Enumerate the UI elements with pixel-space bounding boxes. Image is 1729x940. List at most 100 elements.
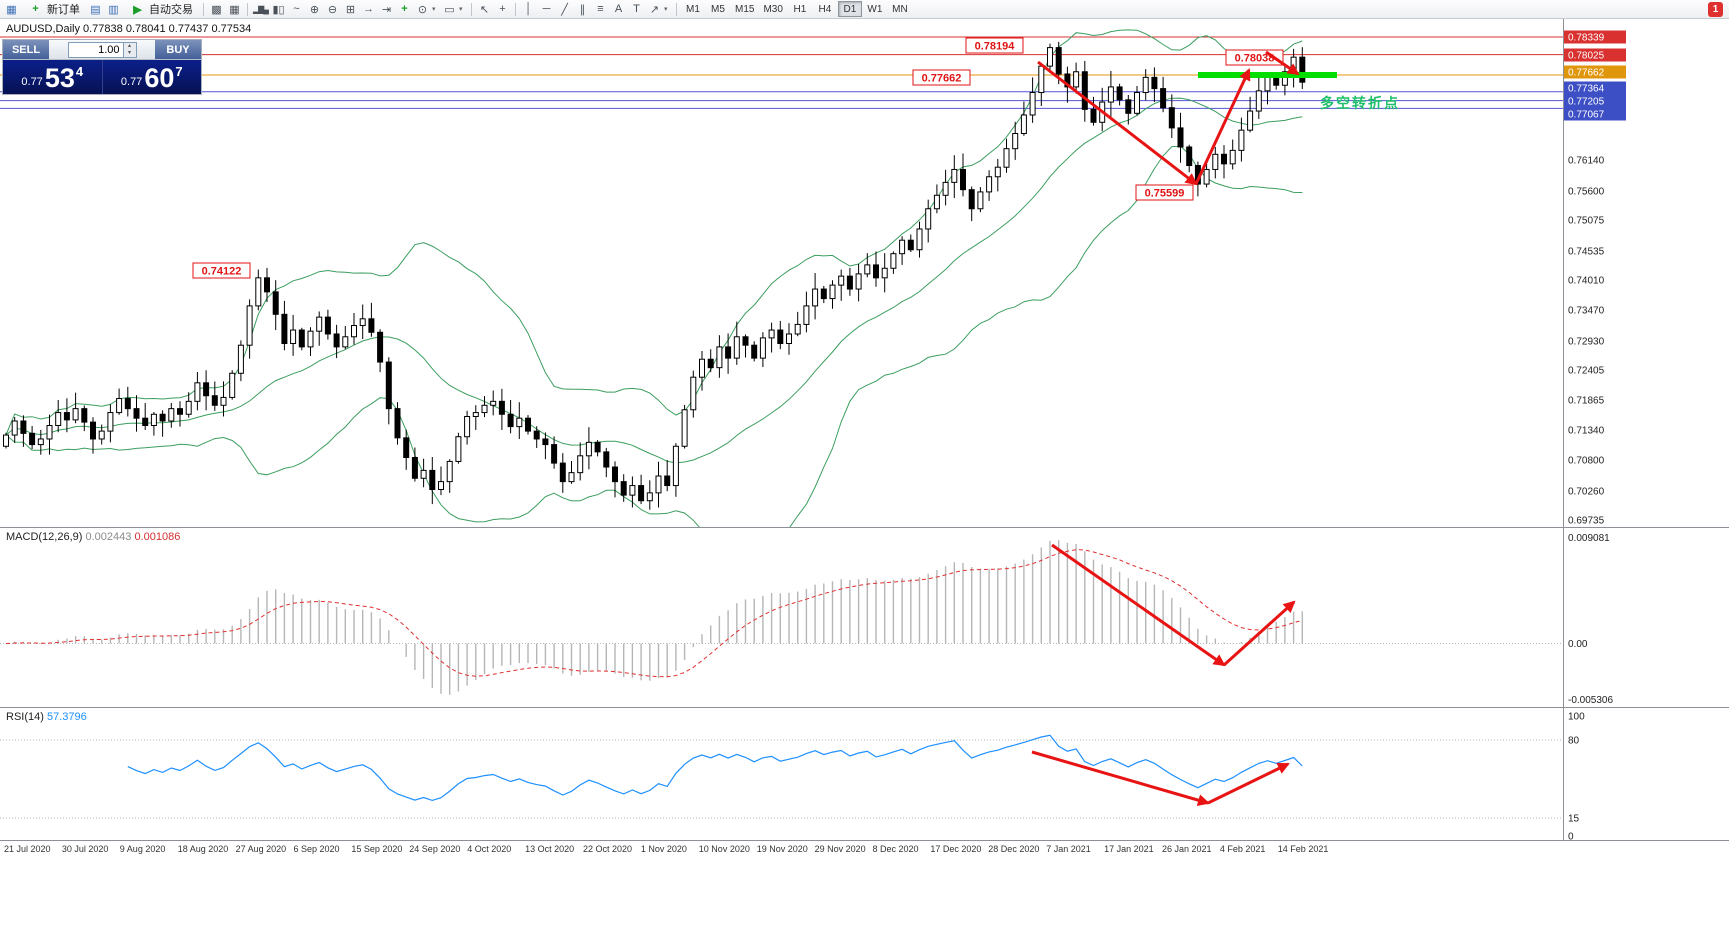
grid-icon[interactable]: ⊞	[345, 3, 356, 16]
date-axis-label: 28 Dec 2020	[988, 844, 1039, 854]
date-axis-label: 21 Jul 2020	[4, 844, 51, 854]
new-chart-icon[interactable]: ▦	[6, 3, 17, 16]
price-axis-label: 0.76140	[1568, 156, 1605, 167]
bars-chart-icon[interactable]: ▂▇▄	[253, 4, 269, 14]
rsi-axis-label: 15	[1568, 814, 1580, 825]
date-axis-label: 27 Aug 2020	[236, 844, 287, 854]
price-axis-label: 0.73470	[1568, 306, 1605, 317]
price-axis-label: 0.70260	[1568, 487, 1605, 498]
sell-price-big: 53	[44, 63, 75, 93]
channel-icon[interactable]: ∥	[579, 3, 586, 16]
candlestick-chart-icon[interactable]: ▮▯	[272, 3, 285, 16]
zoom-out-icon[interactable]: ⊖	[327, 3, 338, 16]
price-level-box	[1564, 65, 1626, 79]
buy-button[interactable]: BUY	[155, 40, 201, 59]
notification-badge[interactable]: 1	[1708, 1, 1723, 17]
data-window-icon[interactable]: ▥	[108, 3, 119, 16]
price-axis-label: 0.70800	[1568, 456, 1605, 467]
cascade-windows-icon[interactable]: ▩	[211, 3, 222, 16]
rsi-indicator-label: RSI(14) 57.3796	[6, 711, 87, 723]
autotrade-play-icon: ▶	[133, 3, 142, 16]
price-annotation-label: 0.78194	[975, 41, 1016, 53]
price-axis-label: 0.72405	[1568, 366, 1605, 377]
timeframe-mn[interactable]: MN	[888, 1, 912, 17]
sell-price-display[interactable]: 0.77 53 4	[3, 60, 103, 94]
tile-windows-icon[interactable]: ▦	[229, 3, 240, 16]
periods-icon[interactable]: ⊙	[417, 3, 428, 16]
date-axis-label: 6 Sep 2020	[294, 844, 340, 854]
macd-axis-bottom: -0.005306	[1568, 695, 1613, 706]
price-level-box-label: 0.77067	[1568, 110, 1605, 121]
trend-arrow	[1207, 762, 1290, 805]
market-watch-icon[interactable]: ▤	[90, 3, 101, 16]
auto-scroll-icon[interactable]: →	[363, 3, 374, 15]
autotrade-button[interactable]: ▶ 自动交易	[123, 1, 199, 18]
horizontal-line-icon[interactable]: ─	[542, 3, 551, 15]
date-axis-label: 24 Sep 2020	[409, 844, 460, 854]
date-axis-label: 22 Oct 2020	[583, 844, 632, 854]
zoom-in-icon[interactable]: ⊕	[309, 3, 320, 16]
timeframe-m30[interactable]: M30	[759, 1, 786, 17]
sell-button[interactable]: SELL	[3, 40, 49, 59]
chart-shift-icon[interactable]: ⇥	[381, 3, 392, 16]
new-order-plus-icon: +	[32, 3, 39, 15]
price-annotation-label: 0.78038	[1235, 53, 1275, 65]
rsi-value: 57.3796	[46, 711, 87, 723]
date-axis-label: 30 Jul 2020	[62, 844, 109, 854]
timeframe-h4[interactable]: H4	[813, 1, 837, 17]
arrows-tool-icon[interactable]: ↗	[649, 3, 660, 16]
new-order-label: 新订单	[47, 4, 80, 16]
price-axis[interactable]: 0.76140 0.75600 0.75075 0.74535 0.74010 0.734…	[1568, 156, 1605, 527]
date-axis-label: 13 Oct 2020	[525, 844, 574, 854]
date-axis-label: 19 Nov 2020	[757, 844, 808, 854]
fibonacci-icon[interactable]: ≡	[597, 3, 604, 15]
timeframe-m5[interactable]: M5	[706, 1, 730, 17]
arrows-caret-icon[interactable]: ▾	[664, 6, 668, 13]
price-level-box-label: 0.77364	[1568, 84, 1605, 95]
trend-arrow	[1051, 543, 1226, 667]
timeframe-d1[interactable]: D1	[837, 1, 862, 17]
cursor-icon[interactable]: ↖	[479, 3, 490, 16]
price-axis-label: 0.72930	[1568, 337, 1605, 348]
text-label-icon[interactable]: T	[633, 3, 640, 15]
date-axis-label: 29 Nov 2020	[815, 844, 866, 854]
buy-price-pip: 7	[175, 64, 183, 79]
price-level-box-label: 0.77662	[1568, 68, 1605, 79]
spinner-up-icon[interactable]: ▴	[127, 43, 131, 49]
date-axis-label: 1 Nov 2020	[641, 844, 687, 854]
timeframe-m15[interactable]: M15	[731, 1, 758, 17]
trendline-icon[interactable]: ╱	[561, 3, 568, 16]
price-annotation-label: 0.75599	[1145, 188, 1185, 200]
rsi-axis-label: 0	[1568, 832, 1574, 843]
support-highlight-line[interactable]	[1198, 72, 1337, 79]
price-level-box	[1564, 94, 1626, 108]
sell-price-prefix: 0.77	[21, 76, 43, 88]
timeframe-w1[interactable]: W1	[863, 1, 887, 17]
price-annotation-label: 0.74122	[202, 266, 242, 278]
annotations-layer[interactable]: 0.74122 0.77662 0.78194 0.75599 0.78038	[192, 37, 1300, 806]
templates-caret-icon[interactable]: ▾	[459, 6, 463, 13]
volume-field-wrap: ▴▾	[49, 40, 155, 59]
buy-price-display[interactable]: 0.77 60 7	[102, 60, 201, 94]
spinner-down-icon[interactable]: ▾	[127, 50, 131, 56]
macd-axis-zero: 0.00	[1568, 639, 1588, 650]
vertical-line-icon[interactable]: │	[525, 3, 532, 15]
periods-caret-icon[interactable]: ▾	[432, 6, 436, 13]
text-icon[interactable]: A	[614, 3, 623, 15]
date-axis[interactable]: 21 Jul 2020 30 Jul 2020 9 Aug 2020 18 Aug 2…	[4, 844, 1328, 854]
price-level-box-label: 0.78339	[1568, 33, 1605, 44]
price-axis-label: 0.75075	[1568, 216, 1605, 227]
crosshair-icon[interactable]: +	[499, 3, 506, 15]
symbol-ohlc-label: AUDUSD,Daily 0.77838 0.78041 0.77437 0.7…	[6, 23, 252, 35]
templates-icon[interactable]: ▭	[444, 3, 455, 16]
line-chart-icon[interactable]: ~	[293, 3, 300, 15]
add-indicator-icon[interactable]: +	[401, 3, 408, 15]
timeframe-h1[interactable]: H1	[788, 1, 812, 17]
main-chart-layer	[0, 29, 1563, 527]
timeframe-m1[interactable]: M1	[681, 1, 705, 17]
volume-spinner[interactable]: ▴ ▾	[123, 41, 137, 58]
new-order-button[interactable]: + 新订单	[21, 1, 86, 18]
rsi-name: RSI(14)	[6, 711, 44, 723]
volume-input[interactable]	[67, 41, 124, 58]
